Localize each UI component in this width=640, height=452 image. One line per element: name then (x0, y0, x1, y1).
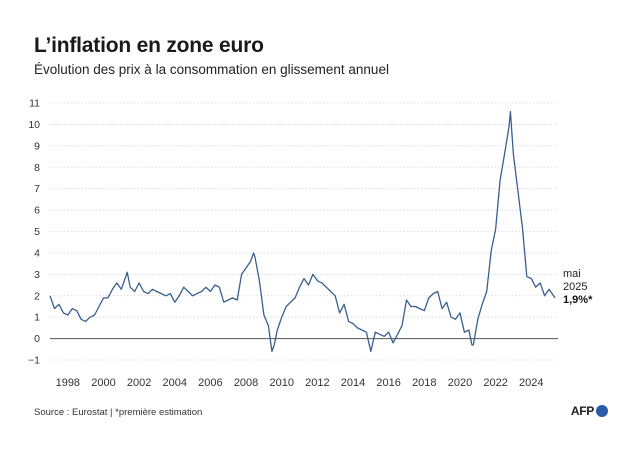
logo-text: AFP (570, 404, 594, 418)
x-tick-label: 2020 (448, 377, 472, 389)
annotation-month: mai (563, 268, 581, 280)
y-tick-label: 6 (34, 205, 40, 217)
y-tick-label: 1 (34, 312, 40, 324)
gridlines (50, 102, 558, 361)
x-tick-label: 2016 (376, 377, 400, 389)
y-tick-label: 5 (34, 226, 40, 238)
x-tick-label: 2022 (483, 377, 507, 389)
x-tick-label: 2006 (198, 377, 222, 389)
y-tick-label: 8 (34, 162, 40, 174)
annotation-year: 2025 (563, 281, 587, 293)
last-value-annotation: mai 2025 1,9%* (563, 268, 593, 306)
chart-subtitle: Évolution des prix à la consommation en … (34, 62, 389, 77)
x-tick-label: 2018 (412, 377, 436, 389)
x-tick-label: 2004 (163, 377, 187, 389)
series-group (49, 110, 556, 353)
x-tick-label: 2000 (91, 377, 115, 389)
y-tick-label: 2 (34, 290, 40, 302)
x-tick-label: 2008 (234, 377, 258, 389)
x-tick-label: 2014 (341, 377, 365, 389)
source-note: Source : Eurostat | *première estimation (34, 407, 203, 418)
y-tick-label: 4 (34, 247, 40, 259)
x-tick-label: 1998 (56, 377, 80, 389)
logo-dot-icon (596, 405, 608, 417)
y-tick-label: 10 (28, 119, 40, 131)
y-tick-label: 7 (34, 183, 40, 195)
afp-logo: AFP (571, 404, 608, 418)
y-tick-label: 0 (34, 333, 40, 345)
x-tick-label: 2024 (519, 377, 543, 389)
y-tick-label: 9 (34, 140, 40, 152)
y-tick-label: 3 (34, 269, 40, 281)
x-tick-label: 2012 (305, 377, 329, 389)
y-axis-ticks: −1 0 1 2 3 4 5 6 7 8 9 10 11 (28, 98, 40, 367)
x-tick-label: 2002 (127, 377, 151, 389)
x-axis-ticks: 1998 2000 2002 2004 2006 2008 2010 2012 2014 2016… (56, 377, 544, 389)
series-line-inflation (49, 110, 556, 353)
y-tick-label: −1 (28, 355, 40, 367)
annotation-value: 1,9%* (563, 294, 593, 306)
x-tick-label: 2010 (269, 377, 293, 389)
y-tick-label: 11 (29, 98, 40, 110)
chart-title: L’inflation en zone euro (34, 34, 264, 57)
